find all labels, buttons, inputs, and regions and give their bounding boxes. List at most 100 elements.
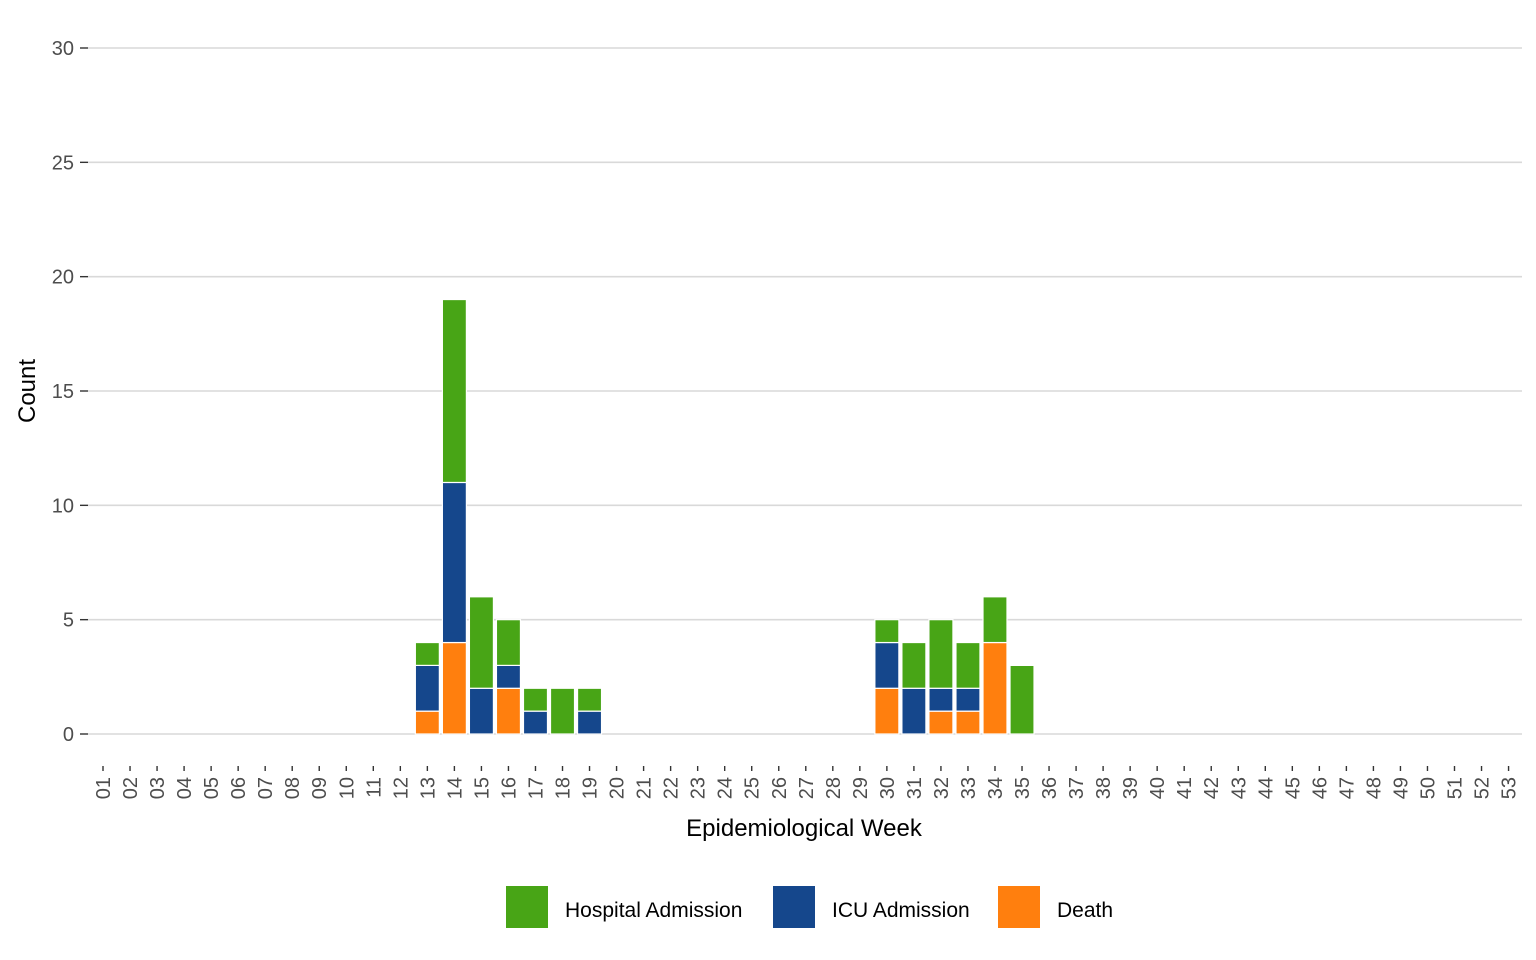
bar-week-17-hospital-admission (522, 687, 549, 712)
x-tick-label-33: 33 (958, 777, 980, 799)
x-tick-label-48: 48 (1363, 777, 1385, 799)
legend-swatch-death (998, 886, 1040, 928)
x-tick-label-13: 13 (417, 777, 439, 799)
bar-week-32-death (928, 710, 954, 735)
x-tick-label-52: 52 (1472, 777, 1494, 799)
x-tick-label-05: 05 (201, 777, 223, 799)
x-tick-label-51: 51 (1445, 777, 1467, 799)
x-tick-label-23: 23 (688, 777, 710, 799)
x-tick-label-20: 20 (607, 777, 629, 799)
y-tick-label-10: 10 (52, 495, 74, 517)
y-tick-label-30: 30 (52, 38, 74, 60)
bar-week-34-hospital-admission (982, 596, 1008, 644)
x-tick-label-02: 02 (120, 777, 142, 799)
bar-week-19-icu-admission (576, 710, 603, 735)
x-tick-label-09: 09 (309, 777, 331, 799)
bar-week-30-death (874, 687, 900, 735)
bar-week-13-death (414, 710, 440, 735)
legend-label-death: Death (1057, 899, 1113, 922)
bar-week-32-icu-admission (928, 687, 954, 712)
x-tick-label-04: 04 (174, 777, 196, 799)
x-tick-label-08: 08 (282, 777, 304, 799)
x-tick-label-17: 17 (525, 777, 547, 799)
x-tick-label-24: 24 (715, 777, 737, 799)
x-tick-label-15: 15 (471, 777, 493, 799)
x-tick-label-12: 12 (390, 777, 412, 799)
gridlines (88, 47, 1522, 735)
bar-week-14-death (441, 641, 467, 735)
bar-week-14-hospital-admission (441, 298, 467, 484)
x-tick-label-38: 38 (1093, 777, 1115, 799)
x-tick-label-03: 03 (147, 777, 169, 799)
x-tick-label-36: 36 (1039, 777, 1061, 799)
x-tick-label-21: 21 (634, 777, 656, 799)
bar-week-19-hospital-admission (576, 687, 603, 712)
x-axis-title: Epidemiological Week (686, 815, 923, 842)
legend-swatch-hospital-admission (506, 886, 548, 928)
x-axis: 01 02 03 04 05 06 07 08 09 10 11 12 13 14 15 16 17 18 19 20… (93, 766, 1521, 799)
x-tick-label-31: 31 (904, 777, 926, 799)
x-tick-label-47: 47 (1336, 777, 1358, 799)
x-tick-label-34: 34 (985, 777, 1007, 799)
bar-week-33-death (955, 710, 981, 735)
bar-week-13-icu-admission (414, 664, 440, 712)
x-tick-label-18: 18 (553, 777, 575, 799)
x-tick-label-22: 22 (661, 777, 683, 799)
x-tick-label-43: 43 (1228, 777, 1250, 799)
x-tick-label-27: 27 (796, 777, 818, 799)
bar-week-35-hospital-admission (1009, 664, 1035, 735)
bar-week-34-death (982, 641, 1008, 735)
x-tick-label-32: 32 (931, 777, 953, 799)
y-tick-label-5: 5 (63, 610, 74, 632)
x-tick-label-19: 19 (580, 777, 602, 799)
x-tick-label-06: 06 (228, 777, 250, 799)
x-tick-label-25: 25 (742, 777, 764, 799)
legend-label-hospital-admission: Hospital Admission (565, 899, 742, 922)
y-tick-label-20: 20 (52, 267, 74, 289)
bar-week-33-hospital-admission (955, 641, 981, 689)
x-tick-label-10: 10 (336, 777, 358, 799)
y-axis-title: Count (14, 359, 41, 423)
x-tick-label-49: 49 (1390, 777, 1412, 799)
bar-week-30-hospital-admission (874, 619, 900, 644)
x-tick-label-53: 53 (1499, 777, 1521, 799)
x-tick-label-35: 35 (1012, 777, 1034, 799)
x-tick-label-45: 45 (1282, 777, 1304, 799)
x-tick-label-39: 39 (1120, 777, 1142, 799)
x-tick-label-01: 01 (93, 777, 115, 799)
bar-week-16-death (495, 687, 522, 735)
x-tick-label-28: 28 (823, 777, 845, 799)
bar-week-18-hospital-admission (549, 687, 576, 735)
bar-week-33-icu-admission (955, 687, 981, 712)
y-axis: 0 5 10 15 20 25 30 (52, 38, 88, 746)
x-tick-label-14: 14 (444, 777, 466, 799)
x-tick-label-37: 37 (1066, 777, 1088, 799)
x-tick-label-11: 11 (363, 777, 385, 798)
bar-week-17-icu-admission (522, 710, 549, 735)
x-tick-label-29: 29 (850, 777, 872, 799)
x-tick-label-16: 16 (498, 777, 520, 799)
bar-week-15-icu-admission (468, 687, 495, 735)
x-tick-label-30: 30 (877, 777, 899, 799)
bar-week-15-hospital-admission (468, 596, 495, 689)
bar-week-31-hospital-admission (901, 641, 927, 689)
legend: Hospital Admission ICU Admission Death (506, 886, 1113, 928)
x-tick-label-42: 42 (1201, 777, 1223, 799)
x-tick-label-07: 07 (255, 777, 277, 799)
legend-label-icu-admission: ICU Admission (832, 899, 970, 922)
y-tick-label-25: 25 (52, 152, 74, 174)
bar-week-32-hospital-admission (928, 619, 954, 689)
x-tick-label-40: 40 (1147, 777, 1169, 799)
bar-week-14-icu-admission (441, 481, 467, 644)
x-tick-label-50: 50 (1417, 777, 1439, 799)
bars (414, 298, 1035, 735)
x-tick-label-26: 26 (769, 777, 791, 799)
x-tick-label-44: 44 (1255, 777, 1277, 799)
y-tick-label-0: 0 (63, 724, 74, 746)
legend-swatch-icu-admission (773, 886, 815, 928)
x-tick-label-46: 46 (1309, 777, 1331, 799)
bar-week-16-icu-admission (495, 664, 522, 689)
bar-week-31-icu-admission (901, 687, 927, 735)
y-tick-label-15: 15 (52, 381, 74, 403)
